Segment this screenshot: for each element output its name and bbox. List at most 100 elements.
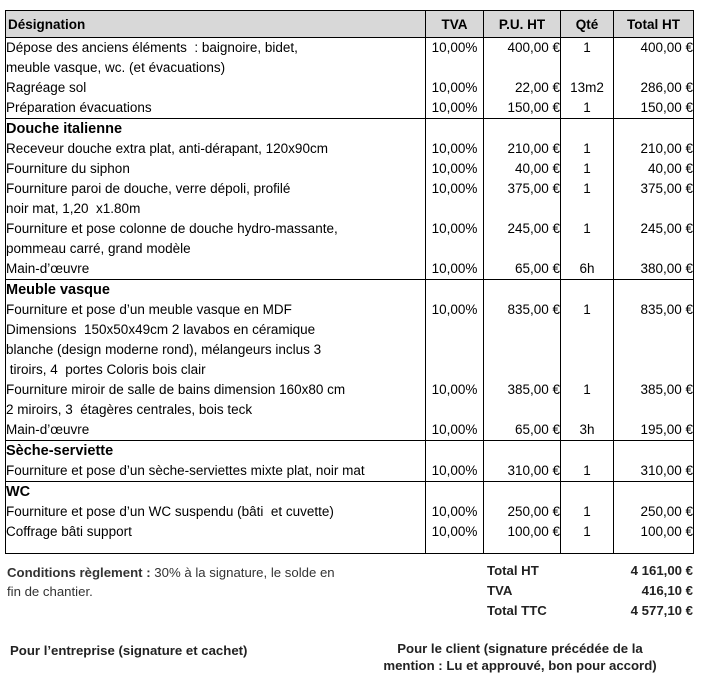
designation-cell: Coffrage bâti support (5, 522, 426, 542)
total-cell: 210,00 € (613, 139, 694, 159)
quantity-cell: 1 (560, 522, 614, 542)
unit-price-cell: 250,00 € (483, 502, 561, 522)
total-ttc-row: Total TTC 4 577,10 € (487, 601, 693, 621)
tva-value: 416,10 € (641, 583, 693, 598)
total-cell: 835,00 € (613, 300, 694, 380)
total-cell (613, 542, 694, 554)
section-title: WC (5, 481, 426, 502)
tva-cell (425, 118, 484, 139)
total-ttc-label: Total TTC (487, 603, 547, 618)
unit-price-cell (483, 440, 561, 461)
unit-price-cell (483, 118, 561, 139)
column-header-tva: TVA (425, 10, 484, 38)
section-title: Meuble vasque (5, 279, 426, 300)
table-row: Fourniture et pose d’un sèche-serviettes… (5, 461, 694, 482)
designation-cell: Ragréage sol (5, 78, 426, 98)
designation-cell: Préparation évacuations (5, 98, 426, 119)
tva-cell (425, 440, 484, 461)
quantity-cell (560, 118, 614, 139)
quantity-cell (560, 279, 614, 300)
quantity-cell (560, 542, 614, 554)
unit-price-cell (483, 481, 561, 502)
table-row: Fourniture et pose d’un WC suspendu (bât… (5, 502, 694, 522)
unit-price-cell: 65,00 € (483, 259, 561, 280)
tva-cell: 10,00% (425, 522, 484, 542)
table-row: Main-d’œuvre 10,00% 65,00 € 6h 380,00 € (5, 259, 694, 280)
quantity-cell: 1 (560, 380, 614, 420)
total-cell (613, 481, 694, 502)
table-row: Fourniture et pose colonne de douche hyd… (5, 219, 694, 259)
designation-cell: Receveur douche extra plat, anti-dérapan… (5, 139, 426, 159)
total-cell: 100,00 € (613, 522, 694, 542)
tva-label: TVA (487, 583, 513, 598)
table-header-row: Désignation TVA P.U. HT Qté Total HT (5, 10, 694, 38)
payment-conditions-label: Conditions règlement : (7, 565, 151, 580)
table-row: Dépose des anciens éléments : baignoire,… (5, 37, 694, 78)
designation-cell: Main-d’œuvre (5, 420, 426, 441)
table-row: Main-d’œuvre 10,00% 65,00 € 3h 195,00 € (5, 420, 694, 441)
tva-cell: 10,00% (425, 461, 484, 482)
company-signature-label: Pour l’entreprise (signature et cachet) (10, 643, 248, 658)
column-header-total-ht: Total HT (613, 10, 694, 38)
tva-cell: 10,00% (425, 159, 484, 179)
column-header-pu-ht: P.U. HT (483, 10, 561, 38)
section-row: Sèche-serviette (5, 440, 694, 461)
client-signature-label: Pour le client (signature précédée de la… (383, 641, 657, 673)
total-cell: 245,00 € (613, 219, 694, 259)
quantity-cell: 1 (560, 159, 614, 179)
column-header-qte: Qté (560, 10, 614, 38)
total-ht-label: Total HT (487, 563, 539, 578)
unit-price-cell: 245,00 € (483, 219, 561, 259)
unit-price-cell (483, 542, 561, 554)
tva-cell: 10,00% (425, 259, 484, 280)
empty-row (5, 542, 694, 554)
total-ht-row: Total HT 4 161,00 € (487, 561, 693, 581)
total-cell: 195,00 € (613, 420, 694, 441)
payment-conditions: Conditions règlement : 30% à la signatur… (7, 563, 362, 601)
quantity-cell: 3h (560, 420, 614, 441)
total-cell: 250,00 € (613, 502, 694, 522)
tva-cell: 10,00% (425, 179, 484, 219)
tva-cell: 10,00% (425, 420, 484, 441)
quantity-cell (560, 481, 614, 502)
tva-cell: 10,00% (425, 219, 484, 259)
tva-cell: 10,00% (425, 380, 484, 420)
quantity-cell: 6h (560, 259, 614, 280)
total-ttc-value: 4 577,10 € (630, 603, 693, 618)
total-cell (613, 279, 694, 300)
unit-price-cell: 40,00 € (483, 159, 561, 179)
total-cell: 150,00 € (613, 98, 694, 119)
total-cell: 40,00 € (613, 159, 694, 179)
designation-cell: Fourniture miroir de salle de bains dime… (5, 380, 426, 420)
total-ht-value: 4 161,00 € (630, 563, 693, 578)
unit-price-cell: 310,00 € (483, 461, 561, 482)
quantity-cell: 1 (560, 179, 614, 219)
total-cell (613, 118, 694, 139)
tva-cell: 10,00% (425, 139, 484, 159)
unit-price-cell: 835,00 € (483, 300, 561, 380)
tva-cell: 10,00% (425, 502, 484, 522)
designation-cell: Fourniture du siphon (5, 159, 426, 179)
designation-cell: Main-d’œuvre (5, 259, 426, 280)
quantity-cell: 1 (560, 139, 614, 159)
total-cell: 385,00 € (613, 380, 694, 420)
unit-price-cell: 65,00 € (483, 420, 561, 441)
unit-price-cell: 22,00 € (483, 78, 561, 98)
tva-cell: 10,00% (425, 300, 484, 380)
quantity-cell: 1 (560, 502, 614, 522)
designation-cell: Fourniture et pose d’un meuble vasque en… (5, 300, 426, 380)
section-title: Sèche-serviette (5, 440, 426, 461)
column-header-designation: Désignation (5, 10, 426, 38)
designation-cell: Dépose des anciens éléments : baignoire,… (5, 37, 426, 78)
tva-cell (425, 279, 484, 300)
total-cell (613, 440, 694, 461)
quantity-cell: 1 (560, 219, 614, 259)
designation-cell (5, 542, 426, 554)
table-row: Fourniture du siphon 10,00% 40,00 € 1 40… (5, 159, 694, 179)
total-cell: 286,00 € (613, 78, 694, 98)
unit-price-cell: 400,00 € (483, 37, 561, 78)
tva-cell: 10,00% (425, 78, 484, 98)
quantity-cell: 1 (560, 37, 614, 78)
section-row: Douche italienne (5, 118, 694, 139)
tva-cell (425, 481, 484, 502)
